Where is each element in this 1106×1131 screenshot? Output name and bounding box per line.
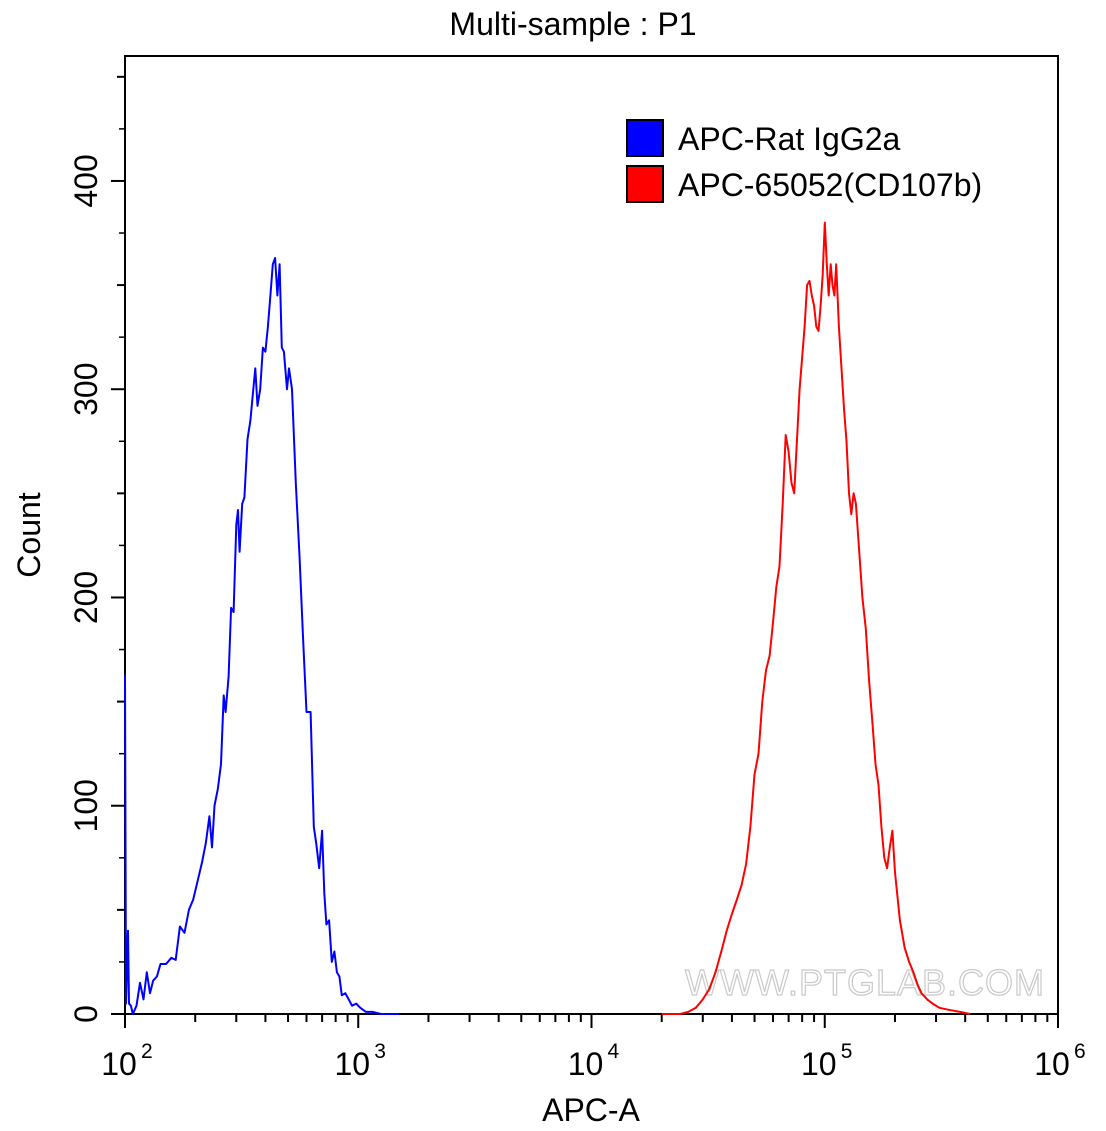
x-tick-label: 10 [101, 1046, 137, 1082]
x-axis: 10 2 10 3 10 4 10 5 10 6 [101, 1014, 1086, 1082]
series-line-1 [124, 257, 400, 1015]
x-tick-exponent: 6 [1074, 1040, 1086, 1063]
x-tick-exponent: 2 [141, 1040, 153, 1063]
y-tick-label: 300 [68, 363, 104, 416]
series-layer [124, 221, 971, 1015]
watermark-text: WWW.PTGLAB.COM [685, 962, 1045, 1003]
legend: APC-Rat IgG2a APC-65052(CD107b) [626, 119, 982, 203]
legend-swatch [626, 119, 664, 157]
x-tick-label: 10 [334, 1046, 370, 1082]
y-tick-label: 0 [68, 1005, 104, 1023]
legend-label: APC-Rat IgG2a [678, 121, 901, 157]
x-tick-exponent: 5 [841, 1040, 853, 1063]
y-axis: 0 100 200 300 400 [68, 75, 125, 1023]
y-axis-label: Count [11, 492, 47, 578]
series-line-2 [661, 221, 971, 1015]
x-tick-exponent: 4 [608, 1040, 620, 1063]
x-tick-exponent: 3 [374, 1040, 386, 1063]
x-tick-label: 10 [801, 1046, 837, 1082]
x-tick-label: 10 [1034, 1046, 1070, 1082]
x-tick-label: 10 [568, 1046, 604, 1082]
legend-label: APC-65052(CD107b) [678, 167, 982, 203]
y-tick-label: 200 [68, 571, 104, 624]
y-tick-label: 100 [68, 779, 104, 832]
legend-swatch [626, 165, 664, 203]
y-tick-label: 400 [68, 154, 104, 207]
chart-title: Multi-sample : P1 [449, 6, 696, 42]
x-axis-label: APC-A [542, 1092, 640, 1128]
